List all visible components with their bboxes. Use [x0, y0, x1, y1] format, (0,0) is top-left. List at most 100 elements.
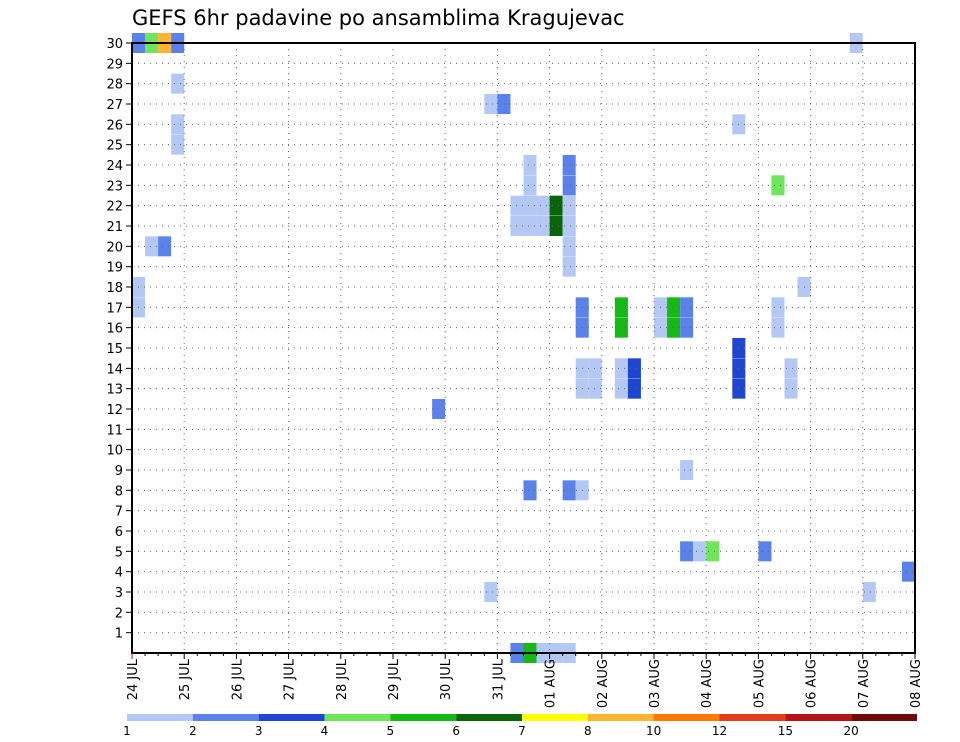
y-tick-label: 1 [115, 627, 123, 642]
y-tick-label: 5 [115, 545, 123, 560]
x-tick-label: 25 JUL [178, 658, 193, 700]
precip-cell [614, 378, 628, 399]
x-tick-label: 03 AUG [648, 659, 663, 708]
precip-cell [706, 541, 720, 562]
precip-cell [523, 216, 537, 236]
x-tick-label: 26 JUL [230, 658, 245, 700]
y-tick-label: 6 [115, 525, 123, 540]
precip-cell [562, 256, 576, 277]
x-tick-label: 05 AUG [752, 659, 767, 708]
colorbar-label: 6 [452, 724, 460, 738]
precip-cell [562, 175, 576, 196]
y-axis: 1234567891011121314151617181920212223242… [106, 37, 132, 642]
x-tick-label: 24 JUL [126, 658, 141, 700]
precip-cell [562, 480, 576, 501]
colorbar-label: 7 [518, 724, 526, 738]
precip-cell [771, 317, 785, 338]
y-tick-label: 7 [115, 505, 123, 520]
y-tick-label: 13 [106, 383, 123, 398]
y-tick-label: 12 [106, 403, 123, 418]
precip-cell [784, 358, 798, 379]
precip-cell [171, 134, 185, 155]
colorbar-label: 8 [584, 724, 592, 738]
y-tick-label: 16 [106, 322, 123, 337]
precip-cell [901, 561, 915, 582]
x-tick-label: 08 AUG [909, 659, 924, 708]
x-axis: 24 JUL 25 JUL 26 JUL 27 JUL 28 JUL 29 JUL 30 J… [126, 653, 924, 708]
precip-cell [758, 541, 772, 562]
precip-cell [614, 297, 628, 318]
precip-cell [680, 460, 694, 480]
precip-cell [680, 297, 694, 318]
colorbar: 1 2 3 4 5 6 7 8 10 12 15 20 [123, 714, 917, 738]
precip-cell [862, 582, 876, 602]
y-tick-label: 19 [106, 261, 123, 276]
colorbar-swatch [390, 714, 457, 721]
y-tick-label: 30 [106, 37, 123, 52]
y-tick-label: 24 [106, 159, 123, 174]
grid-layer [132, 43, 915, 653]
y-tick-label: 11 [106, 423, 123, 438]
y-tick-label: 20 [106, 240, 123, 255]
precip-cell [484, 582, 498, 602]
precip-cell [771, 175, 785, 196]
precip-cell [549, 216, 563, 236]
precip-cell [588, 378, 602, 399]
precip-cell [588, 358, 602, 379]
precip-cell [614, 317, 628, 338]
y-tick-label: 9 [115, 464, 123, 479]
precip-cell [523, 175, 537, 196]
colorbar-label: 3 [255, 724, 263, 738]
y-tick-label: 17 [106, 301, 123, 316]
colorbar-swatch [258, 714, 325, 721]
precip-cell [145, 236, 159, 257]
x-tick-label: 30 JUL [439, 658, 454, 700]
y-tick-label: 8 [115, 484, 123, 499]
colorbar-label: 5 [387, 724, 395, 738]
colorbar-swatch [785, 714, 852, 721]
y-tick-label: 28 [106, 78, 123, 93]
chart-title: GEFS 6hr padavine po ansamblima Kragujev… [132, 6, 625, 30]
precip-cell [562, 216, 576, 236]
colorbar-label: 4 [321, 724, 329, 738]
x-tick-label: 28 JUL [335, 658, 350, 700]
y-tick-label: 21 [106, 220, 123, 235]
precip-cell [627, 378, 641, 399]
y-tick-label: 27 [106, 98, 123, 113]
colorbar-swatch [127, 714, 193, 721]
x-tick-label: 27 JUL [283, 658, 298, 700]
precip-cell [680, 541, 694, 562]
precip-cell [523, 195, 537, 216]
colorbar-swatch [522, 714, 588, 721]
precip-cell [562, 236, 576, 257]
y-tick-label: 14 [106, 362, 123, 377]
colorbar-label: 2 [189, 724, 197, 738]
y-tick-label: 18 [106, 281, 123, 296]
colorbar-swatch [324, 714, 391, 721]
precip-cell [523, 155, 537, 175]
cells-layer [132, 33, 915, 663]
x-tick-label: 07 AUG [857, 659, 872, 708]
precip-cell [536, 216, 550, 236]
precip-cell [667, 297, 681, 318]
colorbar-label: 1 [123, 724, 131, 738]
precip-cell [627, 358, 641, 379]
y-tick-label: 25 [106, 139, 123, 154]
precip-cell [497, 94, 511, 114]
precip-cell [771, 297, 785, 318]
colorbar-label: 20 [844, 724, 859, 738]
precip-cell [680, 317, 694, 338]
y-tick-label: 4 [115, 566, 123, 581]
colorbar-swatch [587, 714, 654, 721]
x-tick-label: 06 AUG [805, 659, 820, 708]
precip-cell [171, 73, 185, 94]
y-tick-label: 10 [106, 444, 123, 459]
precip-cell [614, 358, 628, 379]
precip-cell [667, 317, 681, 338]
x-tick-label: 29 JUL [387, 658, 402, 700]
x-tick-label: 02 AUG [596, 659, 611, 708]
x-tick-label: 31 JUL [491, 658, 506, 700]
colorbar-label: 12 [712, 724, 727, 738]
precip-cell [784, 378, 798, 399]
